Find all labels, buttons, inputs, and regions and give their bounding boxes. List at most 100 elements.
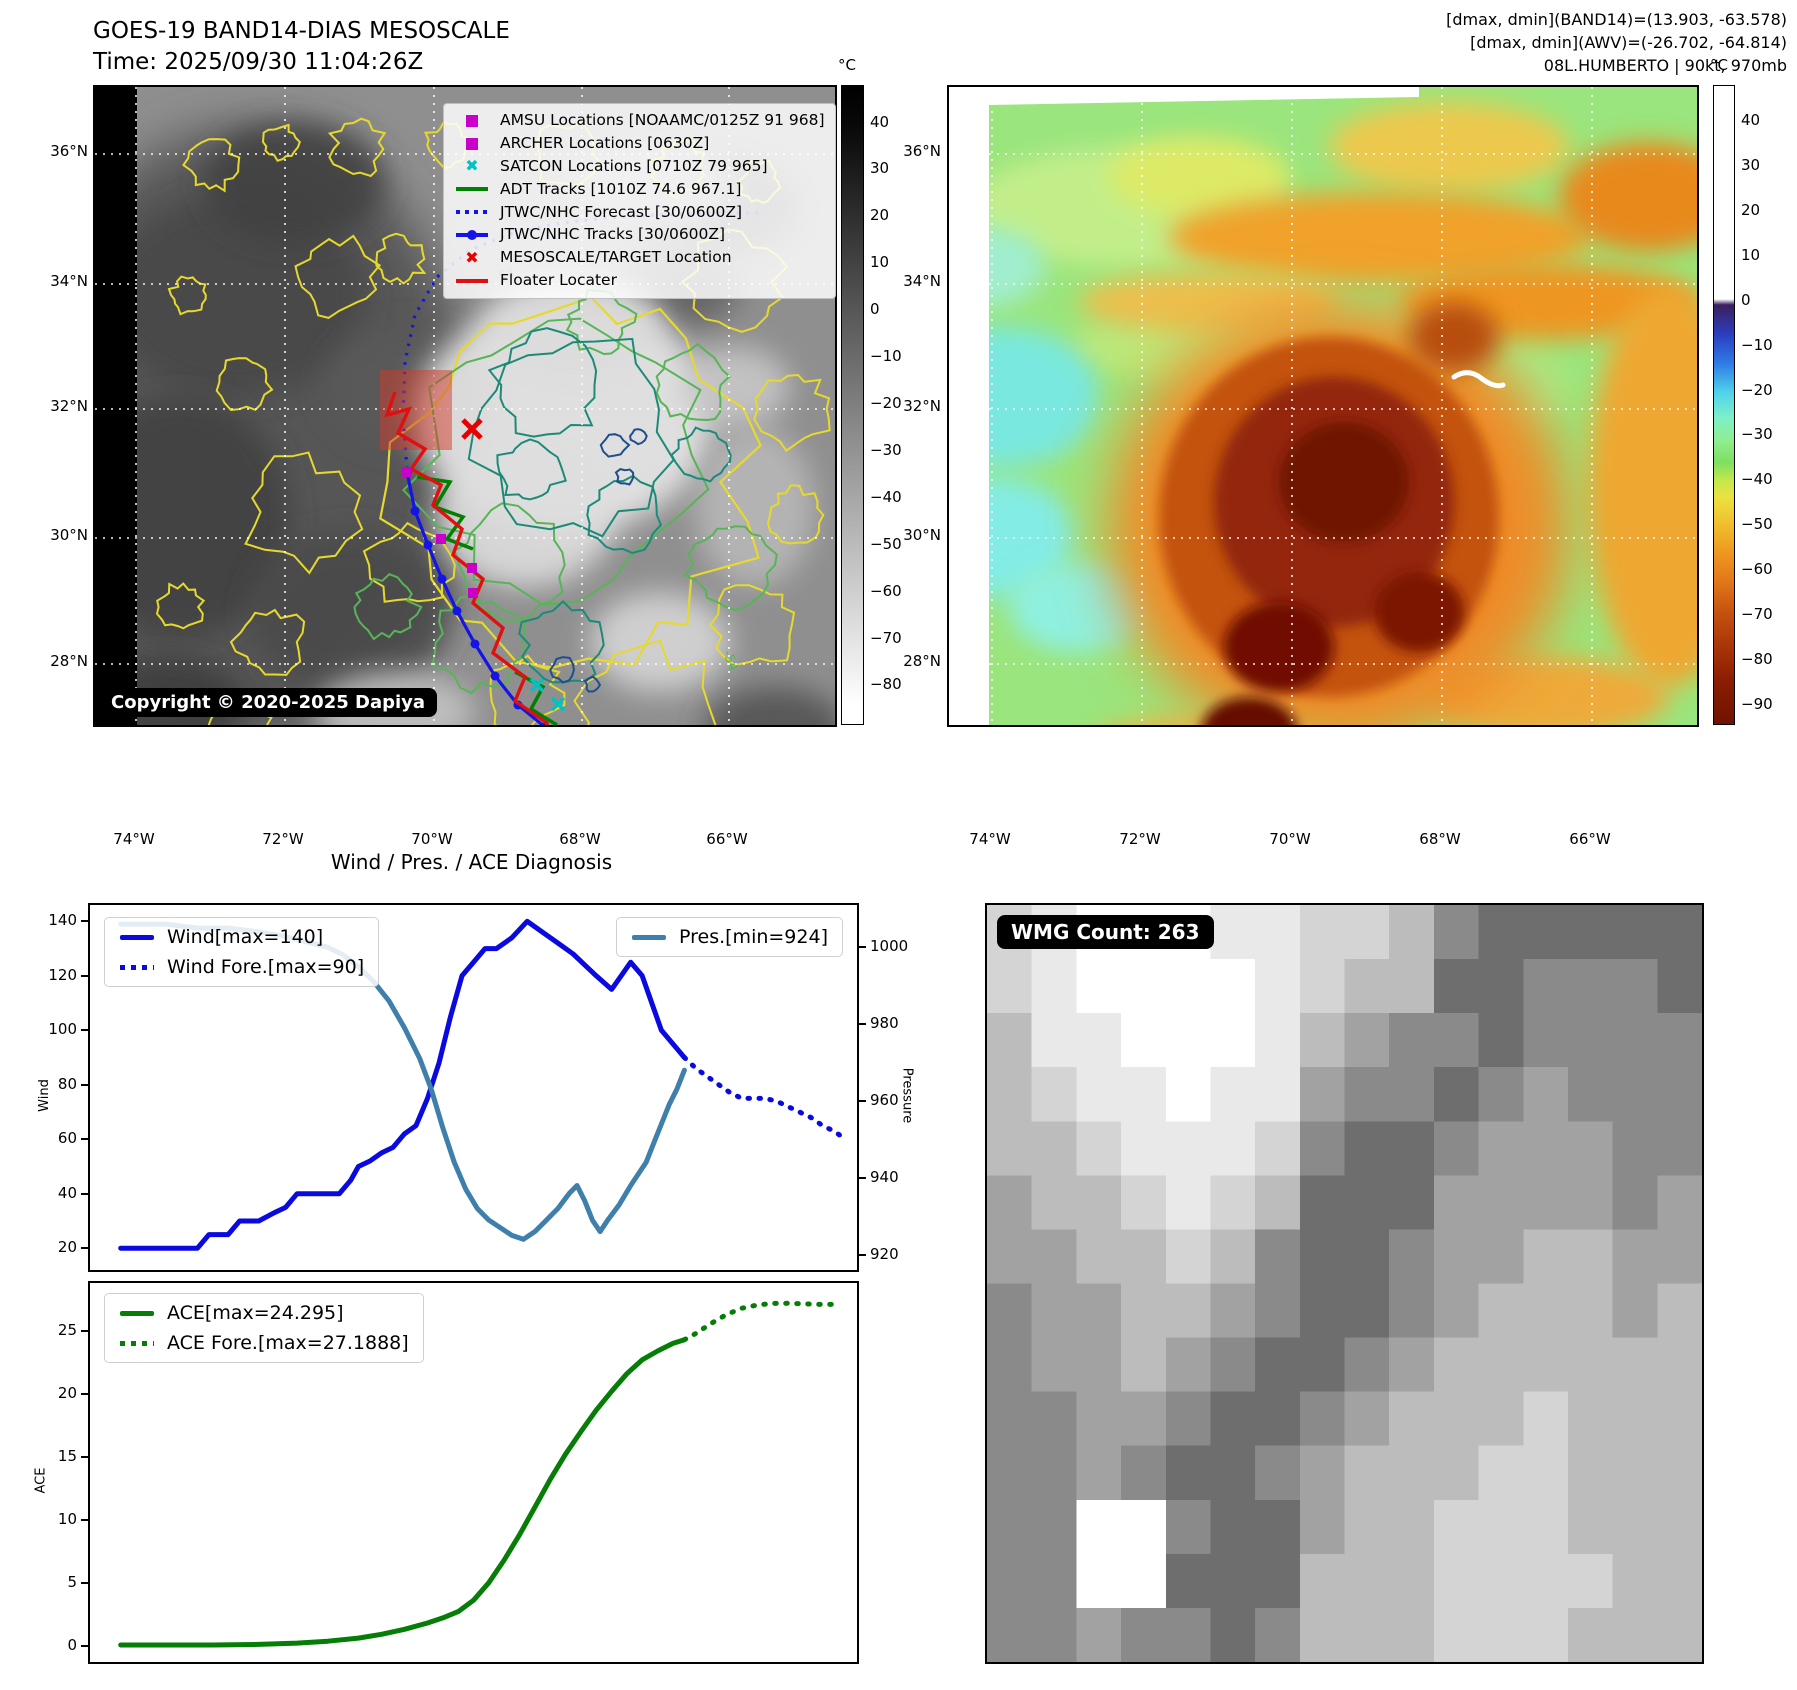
satcon-marker (529, 677, 545, 693)
y2-tick-label: 960 (870, 1090, 899, 1109)
map-legend-label: AMSU Locations [NOAAMC/0125Z 91 968] (500, 111, 825, 129)
awv-colorbar-tick: −10 (1741, 335, 1773, 354)
awv-colorbar-tick: −50 (1741, 515, 1773, 534)
awv-colorbar (1713, 85, 1735, 725)
legend-ace: ACE[max=24.295] (119, 1302, 409, 1324)
awv-colorbar-tick: −30 (1741, 425, 1773, 444)
band14-colorbar-tick: −60 (870, 581, 902, 600)
line-marker-icon (454, 278, 490, 283)
right-map-lat-label: 32°N (903, 397, 941, 415)
ace-legend: ACE[max=24.295] ACE Fore.[max=27.1888] (104, 1293, 424, 1363)
floater-track (384, 391, 550, 725)
contour-label: -54 (719, 648, 740, 673)
band14-colorbar-tick: −80 (870, 675, 902, 694)
ace-chart: ACE[max=24.295] ACE Fore.[max=27.1888] 2… (33, 1281, 859, 1664)
awv-satellite-map (947, 85, 1699, 727)
map-legend-item: JTWC/NHC Forecast [30/0600Z] (454, 203, 825, 222)
map-legend-item: ✖ MESOSCALE/TARGET Location (454, 248, 825, 267)
series-ACE Fore.[max=27.1888] (681, 1300, 837, 1343)
y-tick-label: 0 (67, 1635, 77, 1654)
map-legend-item: ADT Tracks [1010Z 74.6 967.1] (454, 180, 825, 199)
series-ACE[max=24.295] (118, 1337, 687, 1648)
x-marker-icon: ✖ (465, 156, 479, 176)
square-marker-icon (454, 137, 490, 150)
left-map-lon-label: 66°W (706, 830, 748, 848)
square-marker-icon (454, 114, 490, 127)
map-legend-label: MESOSCALE/TARGET Location (500, 248, 732, 267)
amsu-marker (436, 534, 446, 544)
left-map-lon-label: 72°W (262, 830, 304, 848)
left-map-lon-label: 74°W (113, 830, 155, 848)
y-tick-label: 20 (57, 1383, 77, 1402)
ace-legend-label: ACE[max=24.295] (167, 1302, 344, 1324)
wind-legend: Wind[max=140] Wind Fore.[max=90] (104, 917, 380, 987)
y-axis-label: Wind (36, 1078, 52, 1112)
y-tick-label: 100 (48, 1020, 77, 1039)
mesoscale-target-x (461, 418, 483, 440)
y-tick-label: 60 (57, 1129, 77, 1148)
y-tick-label: 140 (48, 911, 77, 930)
band14-colorbar-tick: −50 (870, 534, 902, 553)
map-legend-label: ADT Tracks [1010Z 74.6 967.1] (500, 179, 742, 198)
right-map-lon-label: 70°W (1269, 830, 1311, 848)
band14-colorbar-tick: 0 (870, 300, 880, 319)
awv-colorbar-tick: 20 (1741, 200, 1761, 219)
page-title: GOES-19 BAND14-DIAS MESOSCALE (93, 18, 510, 44)
band14-colorbar-tick: −40 (870, 487, 902, 506)
adt-track (514, 670, 558, 725)
legend-pressure: Pres.[min=924] (631, 926, 828, 948)
y-tick-label: 40 (57, 1183, 77, 1202)
storm-id-intensity: 08L.HUMBERTO | 90kt, 970mb (1543, 56, 1787, 76)
band14-colorbar-tick: 10 (870, 253, 890, 272)
awv-colorbar-tick: −90 (1741, 695, 1773, 714)
series-Wind[max=140] (118, 918, 687, 1251)
wmg-count-chip: WMG Count: 263 (997, 915, 1214, 949)
y2-tick-label: 980 (870, 1014, 899, 1033)
x-marker-icon: ✖ (465, 247, 479, 267)
ace-line-glyph (120, 1310, 154, 1316)
copyright-chip: Copyright © 2020-2025 Dapiya (99, 688, 438, 717)
y-tick-label: 15 (57, 1446, 77, 1465)
band14-colorbar-tick: 30 (870, 159, 890, 178)
y-tick-label: 5 (67, 1572, 77, 1591)
pressure-legend-label: Pres.[min=924] (679, 926, 828, 948)
amsu-marker (468, 588, 478, 598)
awv-colorbar-tick: 0 (1741, 290, 1751, 309)
wmg-bitmap (987, 905, 1702, 1662)
left-map-lat-label: 36°N (50, 142, 88, 160)
header-left: GOES-19 BAND14-DIAS MESOSCALE Time: 2025… (93, 16, 510, 78)
legend-wind: Wind[max=140] (119, 926, 364, 948)
line-marker-icon (454, 187, 490, 192)
y-axis-label: ACE (33, 1467, 49, 1493)
satcon-marker (550, 696, 566, 712)
dotted-marker-icon (454, 210, 490, 215)
right-map-lat-label: 28°N (903, 652, 941, 670)
awv-colorbar-tick: 40 (1741, 110, 1761, 129)
ace-dotted-glyph (120, 1340, 154, 1346)
wind-dotted-glyph (120, 964, 154, 970)
awv-colorbar-tick: 30 (1741, 155, 1761, 174)
awv-imagery (949, 87, 1697, 725)
awv-colorbar-tick: −60 (1741, 560, 1773, 579)
page-timestamp: Time: 2025/09/30 11:04:26Z (93, 49, 424, 76)
pressure-legend: Pres.[min=924] (616, 917, 843, 957)
y-tick-label: 25 (57, 1320, 77, 1339)
pressure-line-glyph (632, 934, 666, 940)
left-map-lat-label: 28°N (50, 652, 88, 670)
wind-forecast-legend-label: Wind Fore.[max=90] (167, 956, 365, 978)
map-legend-label: JTWC/NHC Forecast [30/0600Z] (500, 202, 743, 221)
band14-colorbar (841, 85, 864, 725)
dmax-dmin-band14: [dmax, dmin](BAND14)=(13.903, -63.578) (1446, 10, 1787, 29)
y-tick-label: 120 (48, 965, 77, 984)
amsu-marker (467, 563, 477, 573)
wind-legend-label: Wind[max=140] (167, 926, 324, 948)
right-map-lat-label: 36°N (903, 142, 941, 160)
left-map-lat-label: 34°N (50, 272, 88, 290)
left-map-lat-label: 30°N (50, 526, 88, 544)
awv-colorbar-tick: −80 (1741, 650, 1773, 669)
y-tick-label: 10 (57, 1509, 77, 1528)
legend-ace-forecast: ACE Fore.[max=27.1888] (119, 1332, 409, 1354)
awv-colorbar-tick: −40 (1741, 470, 1773, 489)
y2-tick-label: 1000 (870, 937, 909, 956)
series-Wind Fore.[max=90] (681, 1055, 845, 1139)
